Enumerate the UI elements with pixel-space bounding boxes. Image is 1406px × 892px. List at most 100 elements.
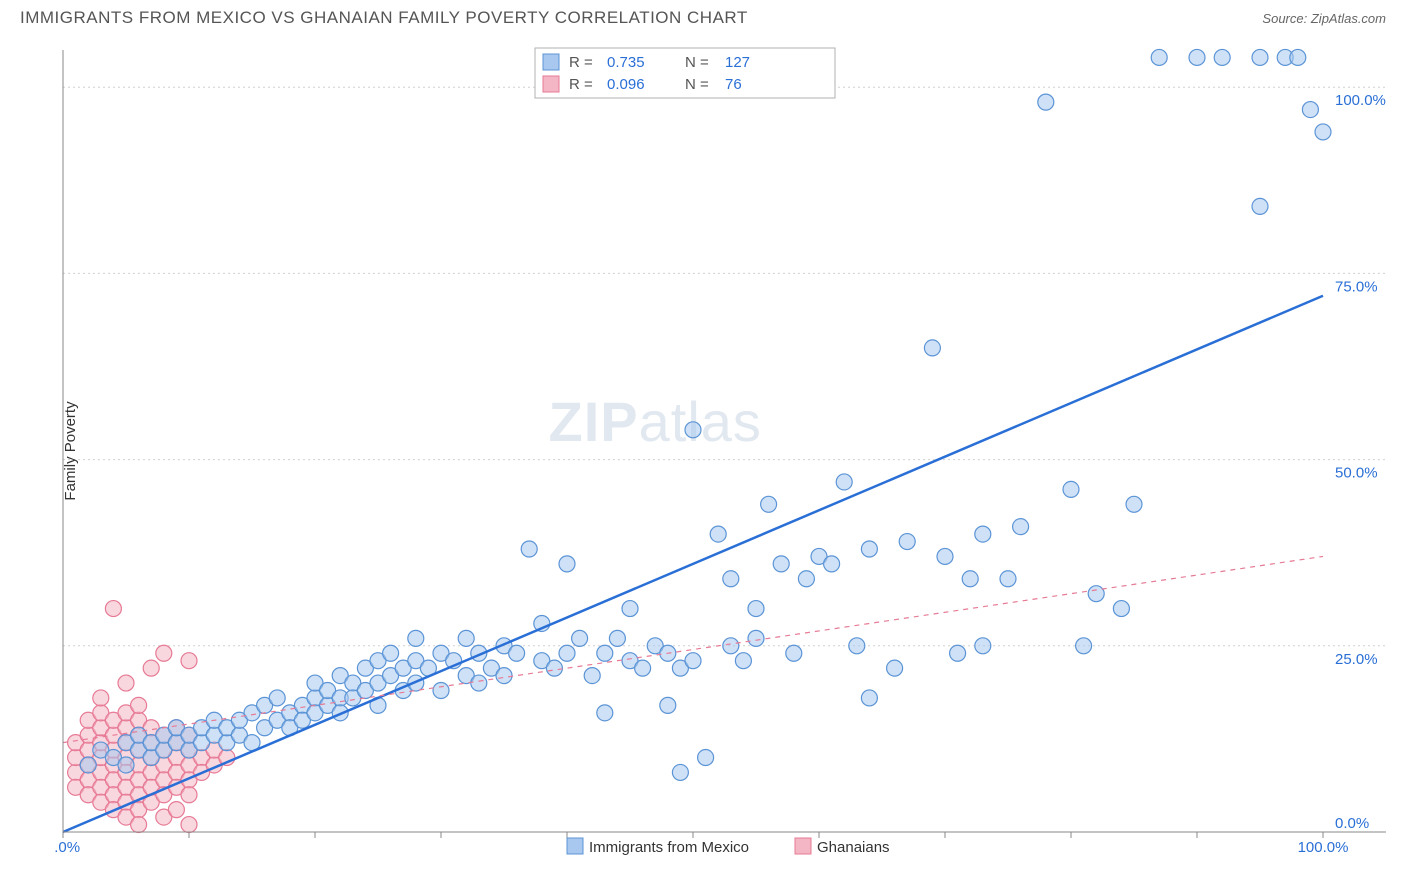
data-point: [962, 571, 978, 587]
legend-swatch: [567, 838, 583, 854]
trend-line: [63, 556, 1323, 742]
x-tick-label: 0.0%: [55, 839, 80, 856]
data-point: [761, 496, 777, 512]
legend-n-value: 127: [725, 54, 750, 71]
data-point: [622, 601, 638, 617]
data-point: [1038, 94, 1054, 110]
legend-r-value: 0.735: [607, 54, 645, 71]
legend-r-label: R =: [569, 76, 593, 93]
data-point: [458, 630, 474, 646]
y-tick-label: 75.0%: [1335, 278, 1378, 295]
data-point: [433, 682, 449, 698]
data-point: [748, 630, 764, 646]
data-point: [735, 653, 751, 669]
data-point: [496, 668, 512, 684]
data-point: [1000, 571, 1016, 587]
data-point: [836, 474, 852, 490]
legend-n-value: 76: [725, 76, 742, 93]
data-point: [131, 817, 147, 833]
data-point: [937, 548, 953, 564]
data-point: [1214, 49, 1230, 65]
chart-header: IMMIGRANTS FROM MEXICO VS GHANAIAN FAMIL…: [0, 0, 1406, 32]
data-point: [698, 750, 714, 766]
data-point: [1013, 519, 1029, 535]
data-point: [105, 601, 121, 617]
chart-area: Family Poverty 0.0% 25.0% 50.0% 75.0% 100.0%…: [55, 42, 1388, 860]
x-tick-label: 100.0%: [1298, 839, 1349, 856]
legend-label: Immigrants from Mexico: [589, 839, 749, 856]
legend-swatch: [543, 54, 559, 70]
trend-line: [63, 296, 1323, 832]
data-point: [118, 675, 134, 691]
data-point: [1315, 124, 1331, 140]
data-point: [1151, 49, 1167, 65]
data-point: [609, 630, 625, 646]
data-point: [93, 690, 109, 706]
data-point: [685, 422, 701, 438]
data-point: [546, 660, 562, 676]
data-point: [798, 571, 814, 587]
legend-swatch: [795, 838, 811, 854]
data-point: [1076, 638, 1092, 654]
data-point: [861, 541, 877, 557]
legend-label: Ghanaians: [817, 839, 890, 856]
legend-r-label: R =: [569, 54, 593, 71]
data-point: [572, 630, 588, 646]
data-point: [748, 601, 764, 617]
data-point: [660, 697, 676, 713]
data-point: [1126, 496, 1142, 512]
data-point: [471, 675, 487, 691]
data-point: [710, 526, 726, 542]
watermark: ZIPatlas: [548, 390, 761, 453]
data-point: [887, 660, 903, 676]
chart-source: Source: ZipAtlas.com: [1262, 11, 1386, 26]
data-point: [181, 817, 197, 833]
data-point: [584, 668, 600, 684]
data-point: [131, 697, 147, 713]
data-point: [975, 638, 991, 654]
data-point: [723, 638, 739, 654]
data-point: [824, 556, 840, 572]
data-point: [672, 764, 688, 780]
data-point: [383, 645, 399, 661]
data-point: [269, 690, 285, 706]
data-point: [723, 571, 739, 587]
scatter-chart: 0.0% 25.0% 50.0% 75.0% 100.0% ZIPatlas 0.0% 100…: [55, 42, 1388, 860]
legend-r-value: 0.096: [607, 76, 645, 93]
y-axis-label: Family Poverty: [62, 401, 79, 500]
data-point: [975, 526, 991, 542]
data-point: [1063, 481, 1079, 497]
data-point: [1252, 198, 1268, 214]
data-point: [635, 660, 651, 676]
data-point: [1113, 601, 1129, 617]
data-point: [559, 556, 575, 572]
data-point: [143, 660, 159, 676]
data-point: [597, 645, 613, 661]
data-point: [597, 705, 613, 721]
data-point: [156, 645, 172, 661]
data-point: [1189, 49, 1205, 65]
legend-swatch: [543, 76, 559, 92]
data-point: [685, 653, 701, 669]
data-point: [408, 630, 424, 646]
data-point: [521, 541, 537, 557]
data-point: [509, 645, 525, 661]
data-point: [861, 690, 877, 706]
data-point: [1088, 586, 1104, 602]
source-value: ZipAtlas.com: [1311, 11, 1386, 26]
data-point: [559, 645, 575, 661]
legend-n-label: N =: [685, 76, 709, 93]
data-point: [80, 757, 96, 773]
y-tick-label: 50.0%: [1335, 465, 1378, 482]
data-point: [899, 534, 915, 550]
data-point: [1302, 102, 1318, 118]
legend-n-label: N =: [685, 54, 709, 71]
y-tick-label: 100.0%: [1335, 92, 1386, 109]
source-label: Source:: [1262, 11, 1307, 26]
y-tick-label: 25.0%: [1335, 651, 1378, 668]
data-point: [118, 757, 134, 773]
data-point: [1290, 49, 1306, 65]
data-point: [181, 653, 197, 669]
y-tick-label: 0.0%: [1335, 815, 1369, 832]
data-point: [1252, 49, 1268, 65]
